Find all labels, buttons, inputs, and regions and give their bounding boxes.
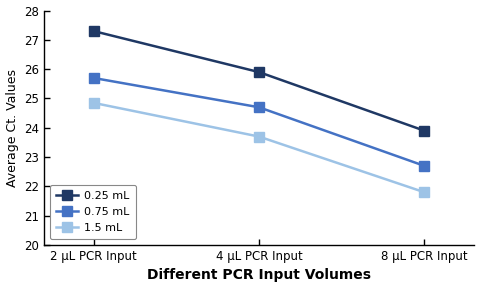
- Line: 1.5 mL: 1.5 mL: [89, 98, 429, 197]
- 1.5 mL: [91, 101, 96, 105]
- Line: 0.75 mL: 0.75 mL: [89, 73, 429, 171]
- 0.25 mL: [91, 29, 96, 33]
- Line: 0.25 mL: 0.25 mL: [89, 26, 429, 136]
- 1.5 mL: [421, 191, 427, 194]
- 0.25 mL: [421, 129, 427, 132]
- 0.25 mL: [256, 70, 262, 74]
- Legend: 0.25 mL, 0.75 mL, 1.5 mL: 0.25 mL, 0.75 mL, 1.5 mL: [49, 185, 136, 240]
- 1.5 mL: [256, 135, 262, 138]
- X-axis label: Different PCR Input Volumes: Different PCR Input Volumes: [147, 268, 371, 283]
- 0.75 mL: [256, 105, 262, 109]
- 0.75 mL: [421, 164, 427, 168]
- 0.75 mL: [91, 76, 96, 80]
- Y-axis label: Average Ct. Values: Average Ct. Values: [6, 69, 19, 187]
